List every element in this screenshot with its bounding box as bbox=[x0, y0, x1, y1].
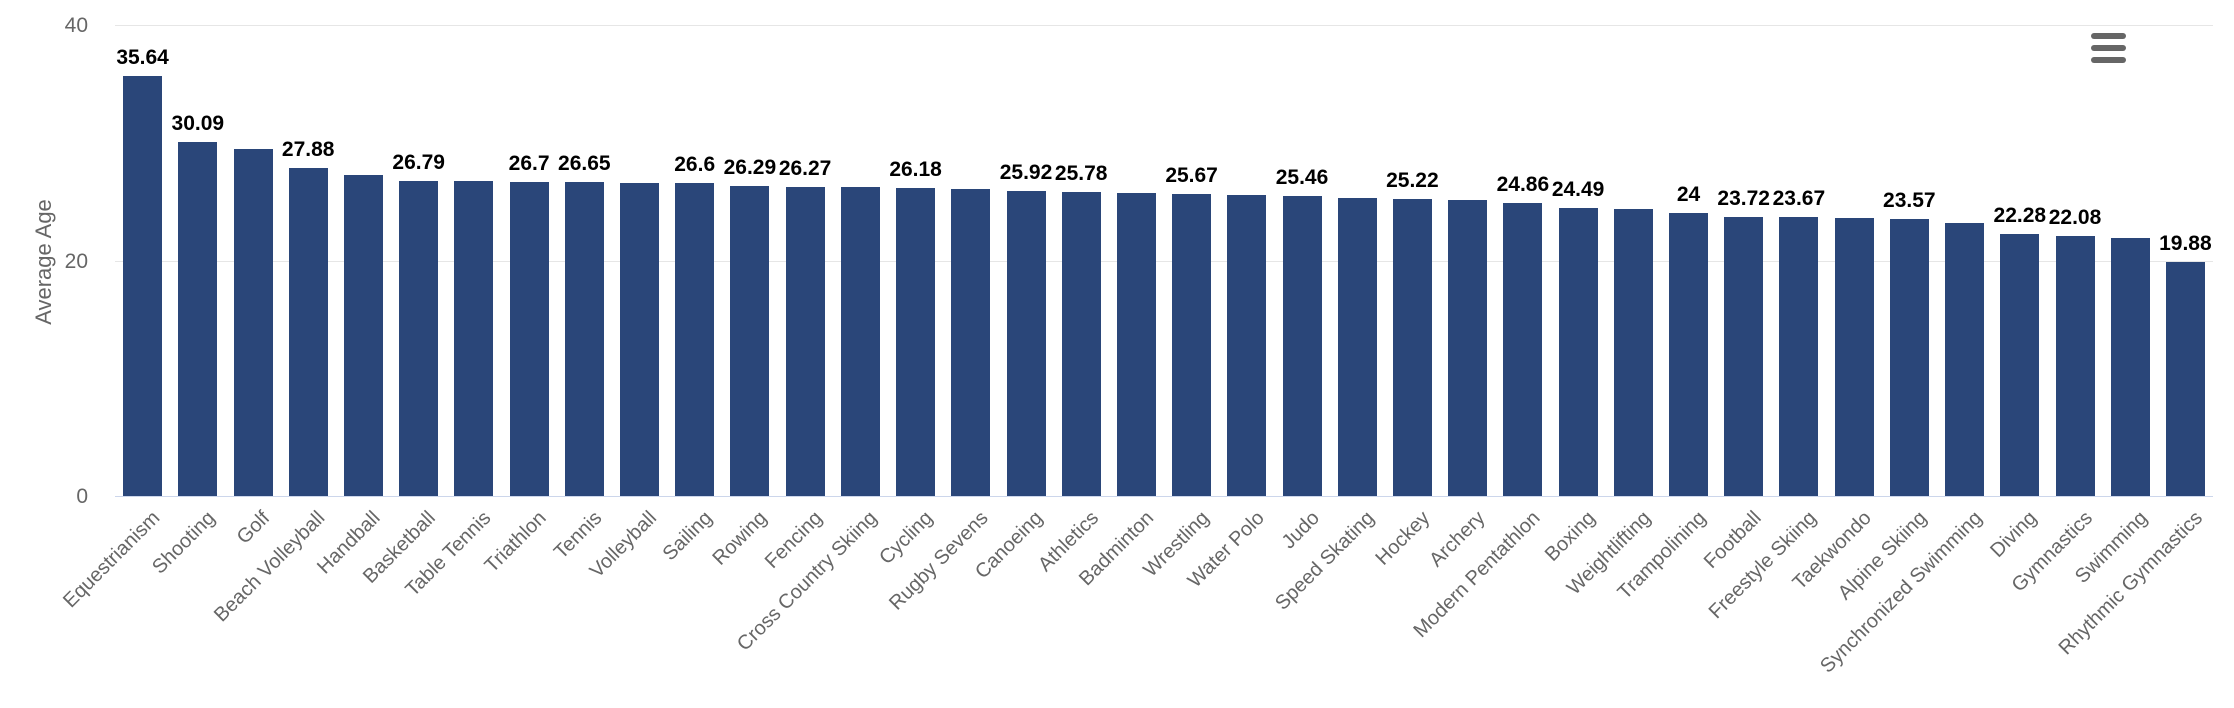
bar[interactable] bbox=[399, 180, 439, 496]
category-label: Sailing bbox=[658, 507, 717, 566]
bar[interactable] bbox=[1337, 198, 1377, 496]
bar[interactable] bbox=[1006, 190, 1046, 496]
bar-value-label: 26.7 bbox=[508, 151, 550, 175]
bar-value-label: 26.18 bbox=[889, 157, 942, 181]
hamburger-menu-icon bbox=[2090, 57, 2126, 63]
bar[interactable] bbox=[785, 186, 825, 496]
bar[interactable] bbox=[178, 141, 218, 496]
bar[interactable] bbox=[951, 189, 991, 496]
bar[interactable] bbox=[1061, 192, 1101, 496]
bar[interactable] bbox=[620, 182, 659, 496]
bar-value-label: 30.09 bbox=[171, 111, 225, 135]
hamburger-menu-icon bbox=[2090, 45, 2126, 51]
category-label: Speed Skating bbox=[1271, 507, 1379, 615]
bar[interactable] bbox=[675, 182, 715, 496]
category-label: Rowing bbox=[708, 507, 772, 570]
y-gridline bbox=[115, 260, 2213, 262]
category-label: Hockey bbox=[1371, 507, 1434, 570]
bar[interactable] bbox=[509, 181, 549, 496]
bar[interactable] bbox=[288, 167, 328, 496]
bar-value-label: 19.88 bbox=[2159, 231, 2212, 255]
bar[interactable] bbox=[123, 76, 163, 496]
bar[interactable] bbox=[730, 186, 770, 496]
bar[interactable] bbox=[1724, 216, 1764, 496]
bar[interactable] bbox=[2000, 233, 2040, 496]
bar[interactable] bbox=[896, 187, 936, 496]
category-label: Judo bbox=[1277, 507, 1324, 554]
bar[interactable] bbox=[2165, 261, 2205, 496]
bar[interactable] bbox=[1834, 217, 1874, 496]
bar[interactable] bbox=[2110, 237, 2150, 496]
y-axis-tick-label: 40 bbox=[64, 14, 88, 37]
bar[interactable] bbox=[1227, 195, 1267, 496]
bar[interactable] bbox=[1392, 199, 1432, 496]
chart-context-menu-button[interactable] bbox=[2082, 26, 2134, 70]
bar-value-label: 25.46 bbox=[1275, 166, 1329, 190]
bar-value-label: 25.78 bbox=[1054, 162, 1108, 186]
hamburger-menu-icon bbox=[2090, 33, 2126, 39]
y-axis-tick-label: 0 bbox=[76, 485, 88, 508]
bar-value-label: 25.22 bbox=[1386, 169, 1439, 192]
bar-value-label: 22.28 bbox=[1993, 203, 2047, 227]
bar-value-label: 26.65 bbox=[558, 152, 611, 176]
bar-value-label: 27.88 bbox=[281, 137, 335, 161]
bar-value-label: 24.86 bbox=[1496, 173, 1550, 197]
bar[interactable] bbox=[1669, 213, 1708, 496]
bar[interactable] bbox=[1945, 223, 1985, 496]
bar-value-label: 23.57 bbox=[1883, 188, 1936, 212]
bar-value-label: 26.29 bbox=[723, 156, 777, 180]
bar[interactable] bbox=[233, 149, 273, 496]
bar[interactable] bbox=[840, 187, 880, 496]
bar-value-label: 35.64 bbox=[116, 46, 169, 70]
x-axis-line bbox=[115, 496, 2213, 497]
y-axis-tick-label: 20 bbox=[64, 249, 88, 273]
bar[interactable] bbox=[1448, 200, 1488, 496]
bar[interactable] bbox=[2055, 236, 2095, 496]
bar-value-label: 24 bbox=[1676, 183, 1701, 207]
bar-value-label: 25.92 bbox=[999, 160, 1053, 184]
bar[interactable] bbox=[343, 175, 383, 496]
bar-value-label: 22.08 bbox=[2048, 206, 2102, 229]
bar[interactable] bbox=[1172, 193, 1212, 496]
bar[interactable] bbox=[1779, 217, 1819, 496]
category-label: Golf bbox=[233, 507, 275, 549]
bar[interactable] bbox=[1558, 207, 1598, 496]
y-gridline bbox=[115, 25, 2213, 26]
bar-value-label: 26.6 bbox=[674, 152, 716, 176]
bar[interactable] bbox=[454, 181, 494, 496]
bar-value-label: 25.67 bbox=[1165, 163, 1218, 187]
bar[interactable] bbox=[1503, 203, 1543, 496]
bar[interactable] bbox=[1613, 209, 1653, 496]
bar[interactable] bbox=[1282, 196, 1322, 496]
bar[interactable] bbox=[564, 182, 604, 496]
bar[interactable] bbox=[1889, 218, 1929, 496]
bar[interactable] bbox=[1116, 193, 1156, 496]
bar-value-label: 24.49 bbox=[1551, 177, 1605, 201]
bar-value-label: 23.67 bbox=[1772, 187, 1826, 211]
bar-value-label: 23.72 bbox=[1717, 186, 1770, 210]
bar-value-label: 26.79 bbox=[392, 150, 445, 174]
bar-value-label: 26.27 bbox=[778, 156, 832, 180]
category-label: Equestrianism bbox=[59, 507, 165, 613]
